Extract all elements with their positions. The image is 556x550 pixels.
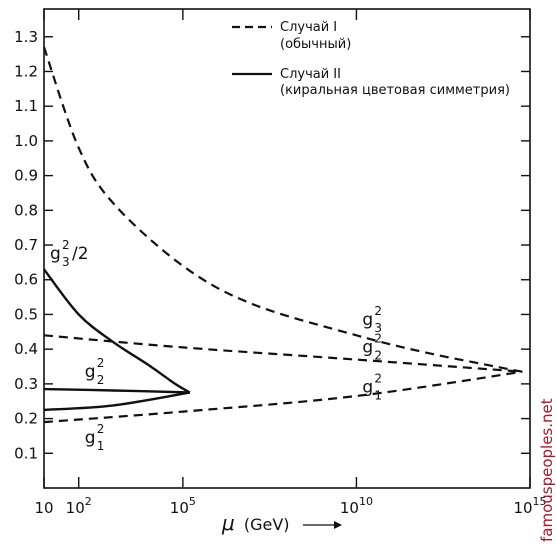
x-tick-base: 10 xyxy=(340,499,359,517)
x-axis-label: μ (GeV) xyxy=(221,511,290,535)
curve-label-5: g 2 1 xyxy=(362,372,382,403)
curve-labels: g 23/2g 22g 21g 23g 22g 21 xyxy=(50,238,382,453)
x-tick-exponent: 15 xyxy=(533,495,547,508)
curve-label-0: g 2 3/2 xyxy=(50,238,89,269)
series-line-0 xyxy=(42,46,523,373)
x-axis: 10 102 105 1010 1015 xyxy=(34,9,547,517)
curve-label-base: g xyxy=(50,244,61,264)
y-tick-label: 1.1 xyxy=(14,97,38,115)
series-line-4 xyxy=(43,387,190,394)
series-line-1 xyxy=(43,334,523,373)
curve-label-sub: 2 xyxy=(97,373,105,387)
series-layer xyxy=(42,46,523,424)
y-tick-label: 1.2 xyxy=(14,62,38,80)
curve-label-base: g xyxy=(362,310,373,330)
legend-label: Случай II xyxy=(280,67,341,82)
curve-label-base: g xyxy=(85,362,96,382)
y-tick-label: 0.4 xyxy=(14,340,38,358)
curve-label-base: g xyxy=(85,428,96,448)
curve-label-3: g 2 3 xyxy=(362,304,382,335)
y-axis: 0.1 0.2 0.3 0.4 0.5 0.6 0.7 0.8 0.9 1.0 1.1 1.2 1.3 xyxy=(14,28,530,462)
y-tick-label: 1.0 xyxy=(14,132,38,150)
curve-label-sup: 2 xyxy=(62,238,70,252)
y-tick-label: 0.7 xyxy=(14,236,38,254)
curve-label-sup: 2 xyxy=(97,422,105,436)
series-line-5 xyxy=(43,391,191,412)
x-tick-base: 10 xyxy=(66,499,85,517)
curve-label-base: g xyxy=(362,338,373,358)
curve-label-sub: 1 xyxy=(97,439,105,453)
x-tick-exponent: 2 xyxy=(85,495,92,508)
x-tick-exponent: 5 xyxy=(189,495,196,508)
curve-label-sup: 2 xyxy=(374,372,382,386)
x-tick-label: 1010 xyxy=(340,495,373,517)
curve-label-4: g 2 2 xyxy=(362,332,382,363)
y-tick-label: 0.9 xyxy=(14,167,38,185)
curve-label-base: g xyxy=(362,378,373,398)
curve-label-sup: 2 xyxy=(97,356,105,370)
y-tick-label: 0.1 xyxy=(14,444,38,462)
legend-sublabel: (обычный) xyxy=(280,37,351,52)
curve-label-suffix: /2 xyxy=(72,244,89,264)
x-tick-label: 105 xyxy=(170,495,196,517)
x-tick-base: 10 xyxy=(170,499,189,517)
x-tick-label: 10 xyxy=(34,499,53,517)
y-tick-label: 0.6 xyxy=(14,271,38,289)
curve-label-sub: 3 xyxy=(62,255,70,269)
curve-label-sup: 2 xyxy=(374,304,382,318)
y-tick-label: 0.8 xyxy=(14,201,38,219)
x-tick-exponent: 10 xyxy=(359,495,373,508)
curve-label-1: g 2 2 xyxy=(85,356,105,387)
y-tick-label: 0.3 xyxy=(14,375,38,393)
curve-label-sub: 1 xyxy=(374,389,382,403)
legend-label: Случай I xyxy=(280,20,337,35)
x-axis-arrow-head xyxy=(334,521,342,529)
x-tick-label: 102 xyxy=(66,495,92,517)
legend-sublabel: (киральная цветовая симметрия) xyxy=(280,83,510,98)
x-tick-label: 1015 xyxy=(513,495,546,517)
x-tick-base: 10 xyxy=(34,499,53,517)
curve-label-sub: 2 xyxy=(374,349,382,363)
x-axis-symbol: μ xyxy=(221,511,235,535)
curve-label-sup: 2 xyxy=(374,332,382,346)
watermark: famouspeoples.net xyxy=(538,398,556,542)
x-tick-base: 10 xyxy=(513,499,532,517)
x-axis-unit: (GeV) xyxy=(244,515,290,534)
y-tick-label: 0.5 xyxy=(14,305,38,323)
curve-label-sub: 3 xyxy=(374,321,382,335)
plot-frame xyxy=(43,8,531,489)
y-tick-label: 1.3 xyxy=(14,28,38,46)
legend: Случай I (обычный) Случай II(киральная цве… xyxy=(232,20,510,98)
y-tick-label: 0.2 xyxy=(14,410,38,428)
curve-label-2: g 2 1 xyxy=(85,422,105,453)
series-line-3 xyxy=(43,268,191,394)
series-line-2 xyxy=(43,370,523,424)
